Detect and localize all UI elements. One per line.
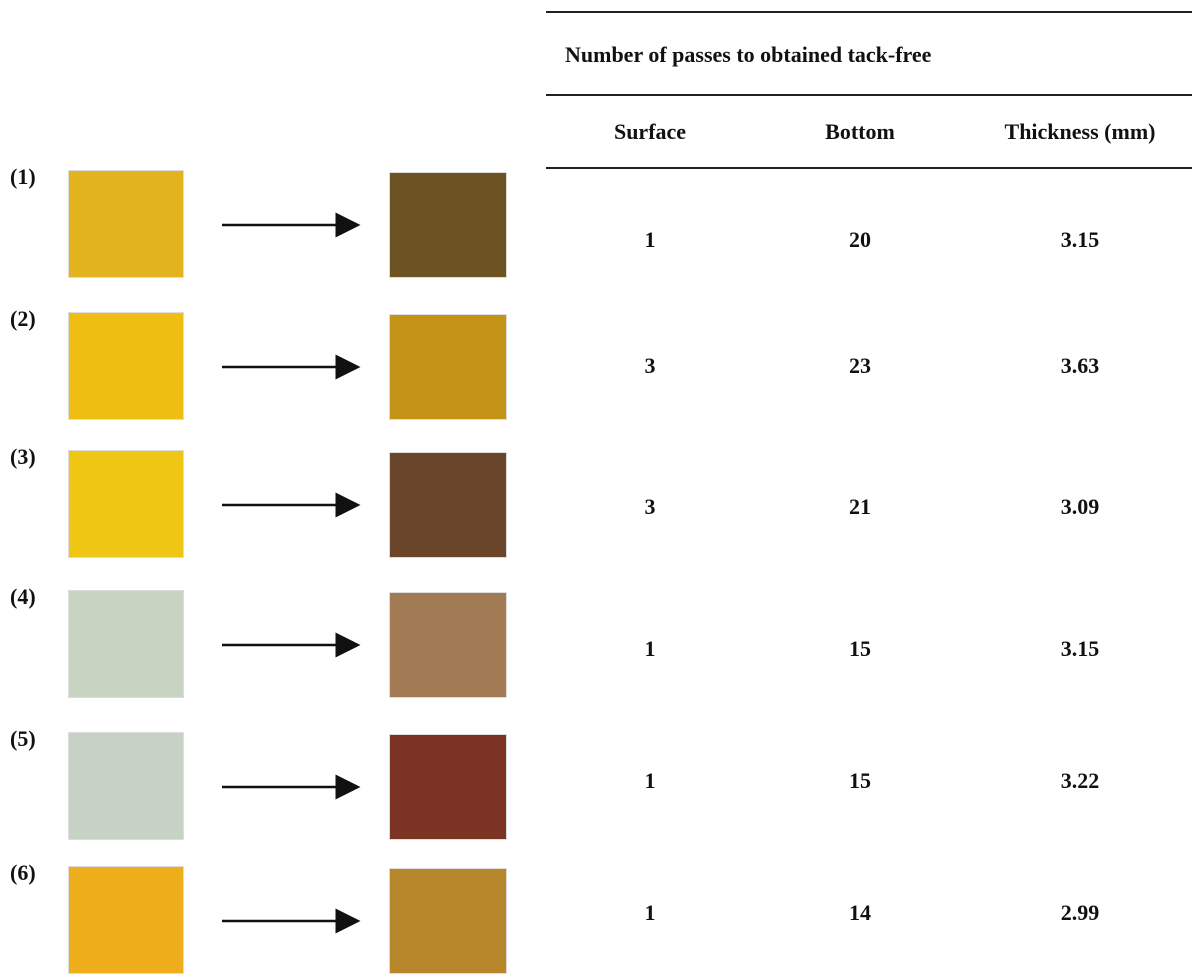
table-cell: 3 (644, 353, 656, 378)
table-cell: 2.99 (1060, 900, 1100, 925)
column-header: Bottom (825, 119, 895, 144)
sample-after (389, 172, 507, 278)
sample-before (68, 590, 184, 698)
sample-before (68, 732, 184, 840)
table-cell: 20 (849, 227, 871, 252)
table-cell: 3 (644, 494, 656, 519)
sample-after (389, 452, 507, 558)
table-cell: 15 (849, 768, 871, 793)
sample-before (68, 170, 184, 278)
table-cell: 3.15 (1060, 636, 1100, 661)
table-cell: 3.63 (1060, 353, 1100, 378)
table-cell: 21 (849, 494, 871, 519)
table-rule (546, 167, 1192, 169)
column-header: Thickness (mm) (1004, 119, 1156, 144)
row-label: (6) (10, 860, 36, 885)
sample-before (68, 312, 184, 420)
row-label: (1) (10, 164, 36, 189)
sample-after (389, 734, 507, 840)
table-cell: 1 (644, 900, 656, 925)
table-cell: 1 (644, 227, 656, 252)
table-cell: 1 (644, 636, 656, 661)
table-top-rule (546, 11, 1192, 13)
table-cell: 15 (849, 636, 871, 661)
sample-before (68, 866, 184, 974)
sample-after (389, 314, 507, 420)
table-cell: 3.09 (1060, 494, 1100, 519)
row-label: (4) (10, 584, 36, 609)
table-title: Number of passes to obtained tack-free (565, 42, 932, 67)
table-rule (546, 94, 1192, 96)
sample-after (389, 592, 507, 698)
table-cell: 3.15 (1060, 227, 1100, 252)
sample-after (389, 868, 507, 974)
column-header: Surface (613, 119, 687, 144)
table-cell: 1 (644, 768, 656, 793)
table-cell: 3.22 (1060, 768, 1100, 793)
sample-before (68, 450, 184, 558)
table-cell: 14 (849, 900, 871, 925)
row-label: (5) (10, 726, 36, 751)
table-cell: 23 (849, 353, 871, 378)
row-label: (2) (10, 306, 36, 331)
row-label: (3) (10, 444, 36, 469)
